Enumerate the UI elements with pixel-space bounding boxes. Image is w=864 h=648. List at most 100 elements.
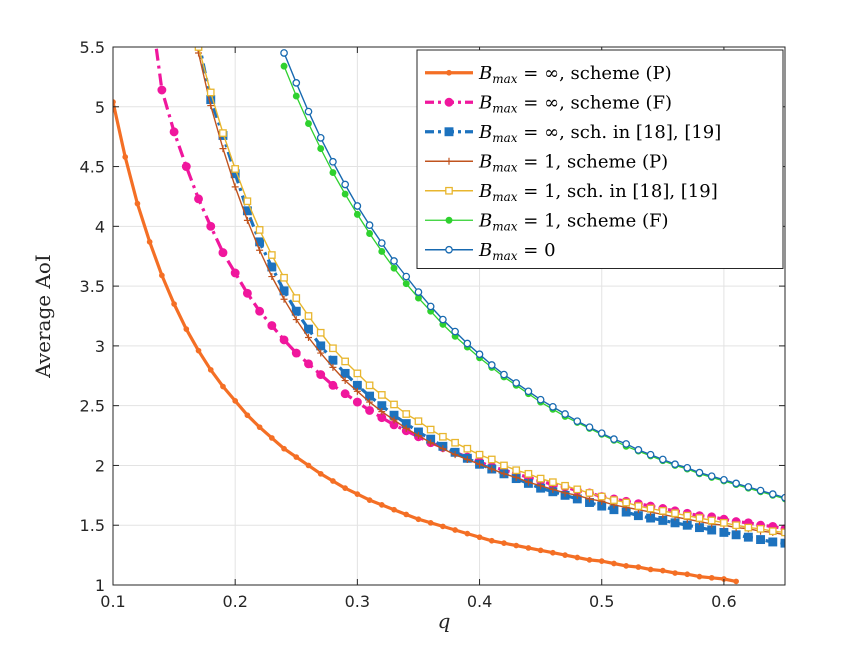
series-4-point xyxy=(463,455,471,463)
series-1-line xyxy=(113,101,737,583)
series-5 xyxy=(194,47,785,537)
y-tick-label: 4 xyxy=(95,217,105,236)
series-1-point xyxy=(232,398,239,404)
series-5-point xyxy=(231,165,240,173)
legend-swatch-marker xyxy=(445,216,453,224)
series-7-point xyxy=(768,490,777,498)
legend-swatch-marker xyxy=(444,127,454,137)
series-1-point xyxy=(488,537,495,544)
y-tick-label: 2 xyxy=(95,456,105,475)
series-5-point xyxy=(377,391,386,399)
series-7-point xyxy=(683,463,692,472)
x-tick-label: 0.5 xyxy=(589,592,614,611)
series-5-point xyxy=(768,527,777,536)
series-5-point xyxy=(219,129,227,137)
series-6-point xyxy=(378,247,386,255)
series-1-point xyxy=(354,491,361,497)
series-1-point xyxy=(708,574,715,581)
series-1-point xyxy=(464,530,471,537)
series-5-point xyxy=(695,514,704,522)
series-4-point xyxy=(537,482,545,490)
series-7-point xyxy=(475,350,484,359)
legend: Bmax = ∞, scheme (P) Bmax = ∞, scheme (F)… xyxy=(416,49,784,269)
series-7-point xyxy=(622,440,631,448)
legend-swatch-marker xyxy=(445,186,453,195)
series-4-point xyxy=(304,334,312,342)
series-1-point xyxy=(501,540,507,547)
series-5-point xyxy=(206,88,215,97)
legend-label: Bmax = ∞, scheme (P) xyxy=(478,63,672,86)
series-4-point xyxy=(402,424,410,432)
series-2-point xyxy=(255,306,265,316)
series-5-point xyxy=(585,489,594,497)
y-tick-label: 2.5 xyxy=(80,397,105,416)
series-1-point xyxy=(476,534,483,541)
series-6-point xyxy=(292,92,300,100)
series-5-point xyxy=(463,444,472,453)
series-1-point xyxy=(440,523,446,530)
series-5-point xyxy=(280,273,288,282)
series-2-point xyxy=(316,370,326,380)
series-3-point xyxy=(195,37,203,45)
series-1-point xyxy=(550,549,556,556)
series-1-point xyxy=(342,485,348,492)
legend-entry-7: Bmax = 0 xyxy=(425,240,556,263)
series-5-point xyxy=(426,425,435,434)
series-4-point xyxy=(219,145,227,153)
series-1-point xyxy=(562,552,568,558)
series-2-point xyxy=(328,380,338,390)
series-7-point xyxy=(573,417,582,426)
series-7-point xyxy=(756,486,765,495)
series-7-point xyxy=(377,239,386,247)
series-1-point xyxy=(452,527,458,533)
x-axis-label: q xyxy=(438,609,451,633)
series-1-point xyxy=(586,557,593,563)
y-tick-label: 4.5 xyxy=(80,158,105,177)
series-7-point xyxy=(292,79,301,87)
series-4-point xyxy=(280,295,288,303)
series-4-point xyxy=(427,439,435,447)
series-4-point xyxy=(292,316,300,324)
series-5-point xyxy=(390,400,398,409)
series-1-point xyxy=(256,424,263,431)
series-7-point xyxy=(610,435,618,443)
plot-frame xyxy=(112,46,786,586)
series-5-point xyxy=(267,251,276,259)
series-1-point xyxy=(195,347,202,354)
series-4-point xyxy=(268,273,276,281)
series-1-point xyxy=(598,558,605,564)
series-2-point xyxy=(304,359,313,369)
series-4-point xyxy=(231,183,239,191)
series-1-point xyxy=(513,542,520,549)
series-5-point xyxy=(304,312,313,320)
series-7-point xyxy=(341,180,349,189)
series-7 xyxy=(280,49,785,502)
series-5-point xyxy=(512,466,521,475)
series-6-point xyxy=(280,62,288,70)
series-5-point xyxy=(536,474,545,483)
series-3-point xyxy=(328,355,338,365)
series-2-point xyxy=(242,288,252,298)
series-3-point xyxy=(780,538,785,548)
series-2-point xyxy=(267,321,277,331)
series-7-point xyxy=(500,370,508,379)
legend-swatch-marker xyxy=(446,69,452,76)
series-7-point xyxy=(316,134,325,142)
series-4-point xyxy=(317,349,325,357)
series-5-point xyxy=(720,518,728,527)
legend-swatch-marker xyxy=(444,97,454,107)
series-5-point xyxy=(353,369,362,378)
series-1-point xyxy=(659,567,666,574)
series-7-point xyxy=(439,315,447,324)
series-1-point xyxy=(317,470,324,477)
series-7-point xyxy=(512,379,521,387)
series-3-point xyxy=(340,368,350,378)
series-1-point xyxy=(403,511,410,518)
series-1-point xyxy=(330,478,336,484)
series-6-point xyxy=(366,230,374,237)
series-3-point xyxy=(291,306,301,316)
series-1-point xyxy=(268,435,275,441)
series-4-point xyxy=(353,387,361,395)
series-1-point xyxy=(134,200,141,207)
